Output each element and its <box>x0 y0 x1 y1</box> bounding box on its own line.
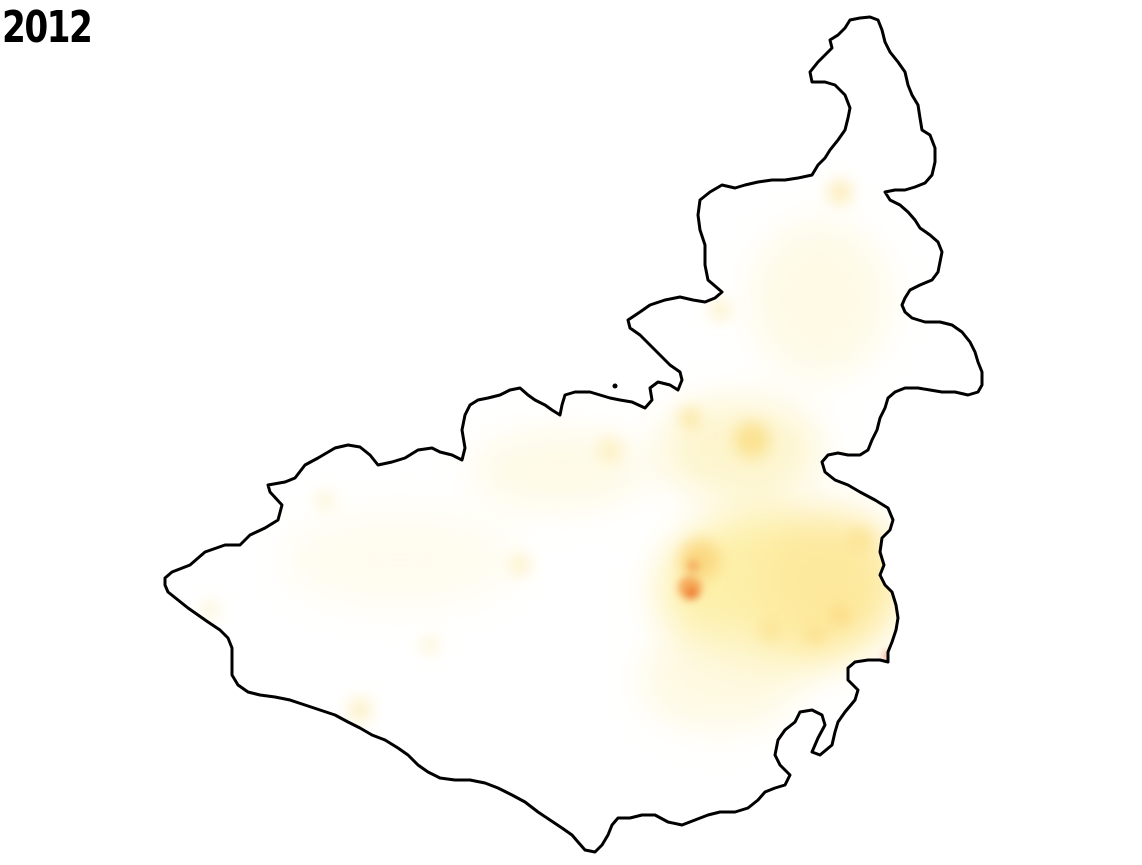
density-layer <box>202 180 900 730</box>
density-hotspots <box>202 180 872 722</box>
density-blob <box>687 560 699 572</box>
density-blob <box>807 627 823 643</box>
region-boundary <box>163 15 984 854</box>
density-blob <box>348 698 372 722</box>
density-blob <box>750 220 890 380</box>
density-blob <box>598 438 622 462</box>
density-blob <box>317 492 333 508</box>
density-blob <box>422 637 438 653</box>
density-blob <box>828 180 852 204</box>
density-blob <box>830 605 850 625</box>
density-blob <box>680 408 700 428</box>
density-blob <box>734 422 770 458</box>
density-blob <box>510 555 530 575</box>
density-wash <box>280 220 900 730</box>
density-blob <box>848 528 872 552</box>
density-blob <box>280 510 520 610</box>
density-blob <box>640 630 800 730</box>
density-blob <box>686 587 698 599</box>
density-blob <box>680 540 720 580</box>
island-dot <box>612 383 618 389</box>
density-blob <box>202 602 218 618</box>
density-blob <box>470 430 650 510</box>
density-blob <box>710 300 730 320</box>
density-blob <box>760 510 900 650</box>
year-label: 2012 <box>2 2 93 53</box>
density-blob <box>760 620 780 640</box>
